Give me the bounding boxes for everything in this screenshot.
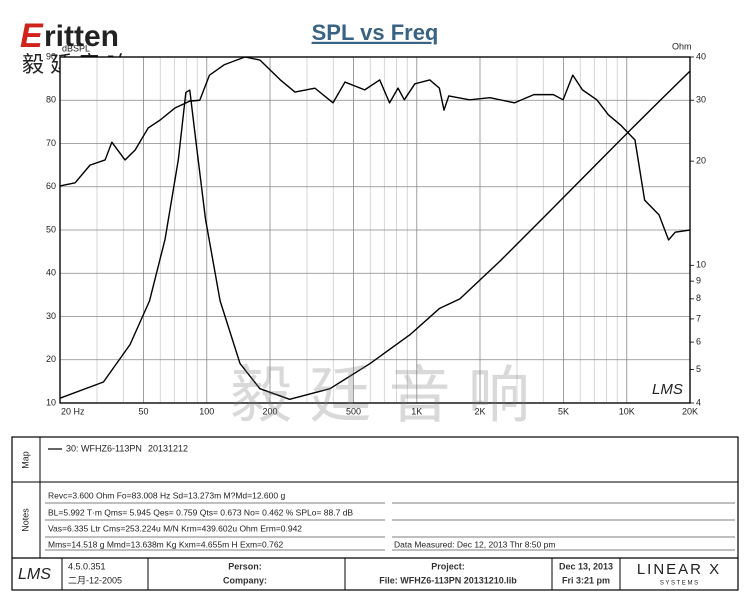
x-tick-label: 100 bbox=[199, 406, 214, 416]
person: Person: bbox=[228, 561, 262, 571]
note-line: Revc=3.600 Ohm Fo=83.008 Hz Sd=13.273m M… bbox=[48, 490, 285, 500]
x-tick-label: 10K bbox=[619, 406, 635, 416]
x-tick-label: 1K bbox=[411, 406, 422, 416]
note-line: Mms=14.518 g Mmd=13.638m Kg Kxm=4.655m H… bbox=[48, 539, 284, 549]
series-line bbox=[59, 70, 691, 400]
note-line: BL=5.992 T·m Qms= 5.945 Qes= 0.759 Qts= … bbox=[48, 507, 353, 517]
x-tick-label: 2K bbox=[474, 406, 485, 416]
plot-logo: LMS bbox=[652, 381, 683, 398]
y-tick-label: 80 bbox=[46, 95, 56, 105]
y2-tick-label: 9 bbox=[696, 276, 701, 286]
footer-logo: LMS bbox=[18, 566, 51, 583]
brand-name: ritten bbox=[44, 20, 119, 53]
y2-axis-label: Ohm bbox=[672, 41, 692, 51]
y-tick-label: 90 bbox=[46, 51, 56, 61]
x-tick-label: 20 Hz bbox=[61, 406, 85, 416]
y2-tick-label: 10 bbox=[696, 260, 706, 270]
y-tick-label: 10 bbox=[46, 397, 56, 407]
y2-tick-label: 4 bbox=[696, 397, 701, 407]
y-tick-label: 20 bbox=[46, 354, 56, 364]
y-tick-label: 40 bbox=[46, 268, 56, 278]
x-tick-label: 50 bbox=[139, 406, 149, 416]
y2-tick-label: 30 bbox=[696, 95, 706, 105]
vendor: LINEAR X bbox=[637, 561, 721, 578]
chart-title: SPL vs Freq bbox=[312, 20, 439, 45]
y2-tick-label: 6 bbox=[696, 336, 701, 346]
y2-tick-label: 7 bbox=[696, 313, 701, 323]
y2-tick-label: 8 bbox=[696, 293, 701, 303]
note-line: Vas=6.335 Ltr Cms=253.224u M/N Krm=439.6… bbox=[48, 523, 302, 533]
brand-initial: E bbox=[20, 17, 44, 55]
plot: 20 Hz 50 100 200 500 1K 2K 5K 10K 20K 10 20 30 40 50 60… bbox=[46, 51, 706, 416]
y-tick-label: 30 bbox=[46, 311, 56, 321]
footer-time: Fri 3:21 pm bbox=[562, 575, 610, 585]
x-tick-label: 200 bbox=[262, 406, 277, 416]
map-label: Map bbox=[20, 451, 30, 469]
y2-tick-label: 40 bbox=[696, 51, 706, 61]
version: 4.5.0.351 bbox=[68, 561, 106, 571]
file: File: WFHZ6-113PN 20131210.lib bbox=[379, 575, 517, 585]
measured-date: Data Measured: Dec 12, 2013 Thr 8:50 pm bbox=[394, 539, 555, 549]
project: Project: bbox=[431, 561, 465, 571]
y2-tick-label: 5 bbox=[696, 364, 701, 374]
company: Company: bbox=[223, 575, 267, 585]
x-tick-label: 20K bbox=[682, 406, 698, 416]
panels bbox=[11, 436, 739, 591]
y-tick-label: 50 bbox=[46, 224, 56, 234]
y2-tick-label: 20 bbox=[696, 156, 706, 166]
x-tick-label: 500 bbox=[346, 406, 361, 416]
vendor-sub: S Y S T E M S bbox=[660, 581, 698, 587]
notes-label: Notes bbox=[20, 508, 30, 532]
y-tick-label: 60 bbox=[46, 181, 56, 191]
watermark: 毅 廷 音 响 bbox=[230, 361, 530, 430]
legend-date: 20131212 bbox=[148, 443, 188, 453]
x-tick-label: 5K bbox=[558, 406, 569, 416]
series-line bbox=[59, 56, 691, 241]
y-tick-label: 70 bbox=[46, 138, 56, 148]
build-date: 二月-12-2005 bbox=[68, 575, 122, 585]
footer-date: Dec 13, 2013 bbox=[559, 561, 613, 571]
y-axis-label: dBSPL bbox=[62, 43, 90, 53]
legend-entry: 30: WFHZ6-113PN bbox=[66, 443, 142, 453]
